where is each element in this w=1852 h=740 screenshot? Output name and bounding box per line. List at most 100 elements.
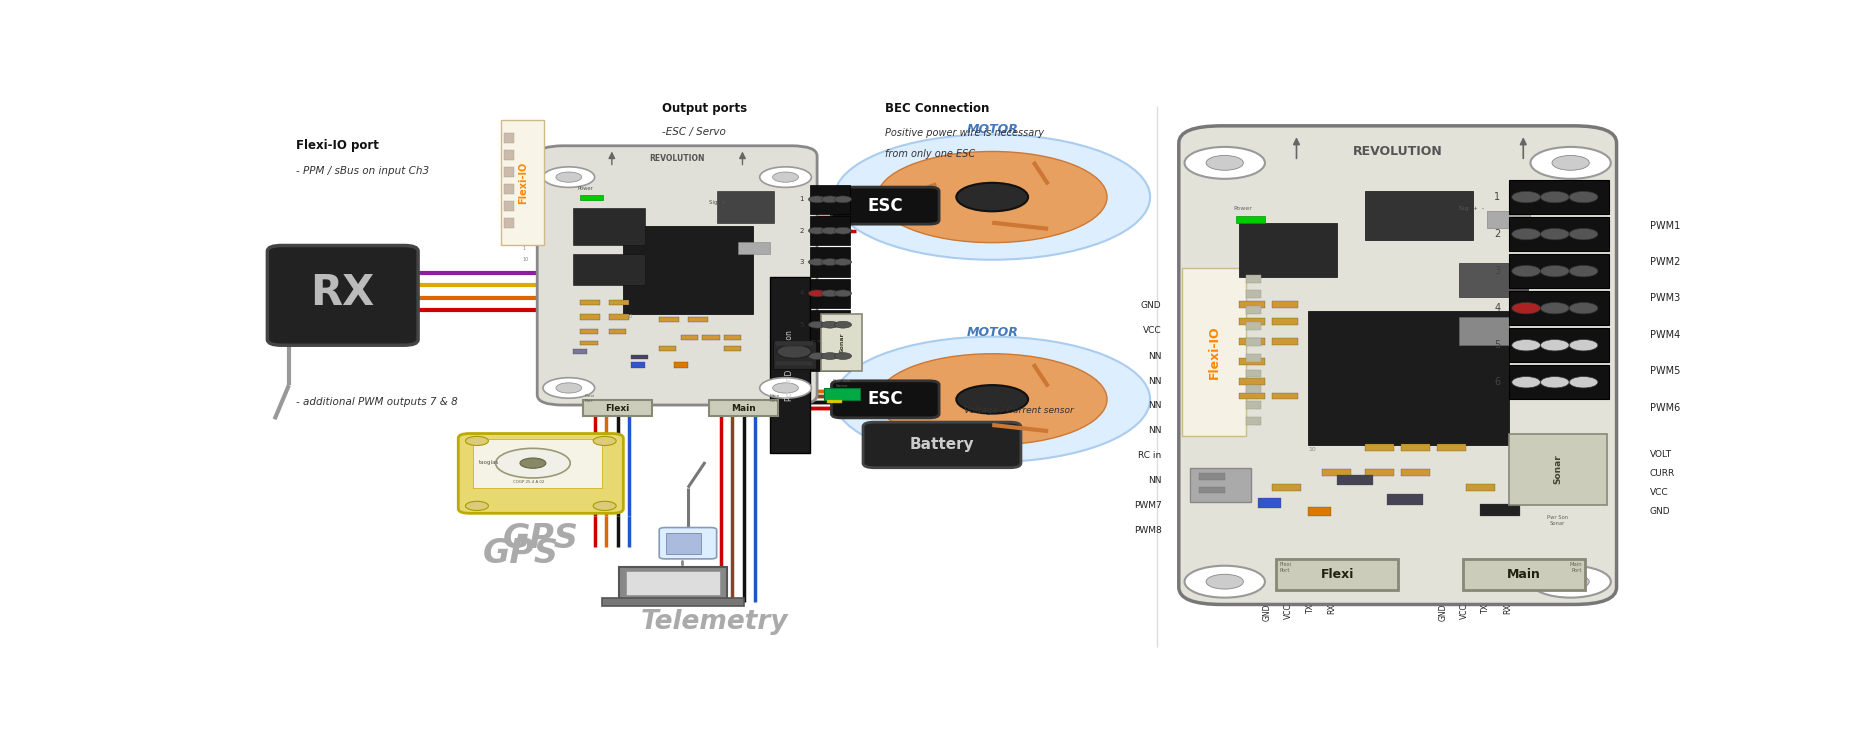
Bar — [504, 132, 515, 143]
Text: 1: 1 — [1495, 192, 1500, 202]
Circle shape — [1552, 574, 1589, 589]
Circle shape — [1552, 155, 1589, 170]
Text: Flexi: Flexi — [606, 404, 630, 413]
Bar — [580, 314, 600, 320]
Text: GND: GND — [1141, 301, 1161, 310]
Circle shape — [822, 353, 839, 360]
Circle shape — [1569, 266, 1598, 277]
Circle shape — [1511, 303, 1541, 314]
Bar — [630, 355, 648, 360]
FancyBboxPatch shape — [863, 422, 1020, 468]
Text: 10: 10 — [522, 258, 530, 262]
Text: 3: 3 — [1495, 266, 1500, 276]
Bar — [1365, 444, 1395, 451]
Circle shape — [593, 437, 617, 445]
Text: GPS: GPS — [504, 522, 578, 556]
Text: VCC: VCC — [1459, 603, 1469, 619]
Bar — [809, 184, 850, 214]
Text: Sig  +  -: Sig + - — [1459, 206, 1483, 211]
Text: TX: TX — [1306, 603, 1315, 613]
Text: Flexi: Flexi — [1320, 568, 1354, 581]
Bar — [772, 341, 815, 369]
Text: -ESC / Servo: -ESC / Servo — [663, 127, 726, 137]
Text: GND: GND — [1439, 603, 1448, 621]
Bar — [1198, 486, 1224, 494]
Text: 2: 2 — [800, 228, 804, 234]
Circle shape — [1541, 377, 1569, 388]
FancyBboxPatch shape — [457, 434, 624, 514]
Text: 4: 4 — [1495, 303, 1500, 313]
Text: Sig  +  -: Sig + - — [709, 201, 732, 205]
Bar — [809, 216, 850, 246]
Text: 10: 10 — [626, 314, 632, 319]
Text: Pwr Son
Sonar: Pwr Son Sonar — [833, 380, 850, 388]
FancyBboxPatch shape — [537, 146, 817, 405]
Bar — [609, 314, 630, 320]
Circle shape — [593, 501, 617, 511]
Text: Main
Port: Main Port — [1569, 562, 1582, 573]
Bar — [1198, 474, 1224, 480]
Circle shape — [809, 321, 826, 328]
Bar — [1402, 469, 1430, 477]
Text: Flexi
Port: Flexi Port — [1280, 562, 1291, 573]
Bar — [709, 400, 778, 417]
Text: 2: 2 — [1495, 229, 1500, 239]
Text: PWM4: PWM4 — [1650, 330, 1680, 340]
Bar — [609, 300, 630, 306]
Text: PWM5: PWM5 — [1650, 366, 1680, 377]
Bar — [1387, 494, 1422, 505]
Text: NN: NN — [1148, 401, 1161, 410]
Bar — [809, 247, 850, 277]
Text: Output ports: Output ports — [663, 102, 746, 115]
FancyBboxPatch shape — [832, 381, 939, 418]
Text: 5: 5 — [1495, 340, 1500, 350]
Text: REVOLUTION: REVOLUTION — [650, 154, 706, 163]
Bar — [1258, 499, 1282, 508]
Text: NN: NN — [1148, 377, 1161, 386]
Bar — [580, 300, 600, 306]
Circle shape — [835, 227, 852, 234]
Bar — [1480, 504, 1520, 517]
Text: CURR: CURR — [1650, 469, 1674, 478]
Circle shape — [809, 196, 826, 203]
Text: Main: Main — [1508, 568, 1541, 581]
Bar — [1239, 358, 1265, 365]
Circle shape — [1185, 147, 1265, 179]
Text: RX: RX — [1504, 603, 1511, 614]
Bar — [659, 317, 680, 323]
Bar — [1463, 559, 1585, 591]
Text: VCC: VCC — [1143, 326, 1161, 335]
Text: VCC: VCC — [1283, 603, 1293, 619]
Bar — [809, 278, 850, 308]
Text: Battery: Battery — [909, 437, 974, 452]
Circle shape — [822, 258, 839, 266]
Circle shape — [1541, 192, 1569, 203]
Circle shape — [956, 183, 1028, 212]
Text: Sonar: Sonar — [1554, 454, 1563, 484]
Bar — [1509, 291, 1609, 326]
Circle shape — [822, 227, 839, 234]
Circle shape — [1206, 155, 1243, 170]
Circle shape — [1541, 229, 1569, 240]
Bar — [504, 184, 515, 194]
Circle shape — [835, 196, 852, 203]
Bar — [809, 310, 850, 340]
Text: 5: 5 — [800, 322, 804, 328]
Bar — [724, 346, 741, 351]
Text: REVOLUTION: REVOLUTION — [1352, 145, 1443, 158]
Circle shape — [835, 258, 852, 266]
Circle shape — [465, 501, 489, 511]
Bar — [1239, 318, 1265, 326]
Bar — [472, 440, 602, 488]
Text: RX: RX — [1328, 603, 1335, 614]
Bar — [1239, 338, 1265, 345]
Circle shape — [1569, 303, 1598, 314]
Circle shape — [809, 227, 826, 234]
Circle shape — [835, 337, 1150, 462]
Text: Telemetry: Telemetry — [641, 608, 789, 635]
Bar — [1239, 301, 1265, 308]
Bar — [1308, 507, 1332, 517]
Circle shape — [496, 448, 570, 478]
Bar — [1509, 434, 1606, 505]
Circle shape — [1541, 340, 1569, 351]
